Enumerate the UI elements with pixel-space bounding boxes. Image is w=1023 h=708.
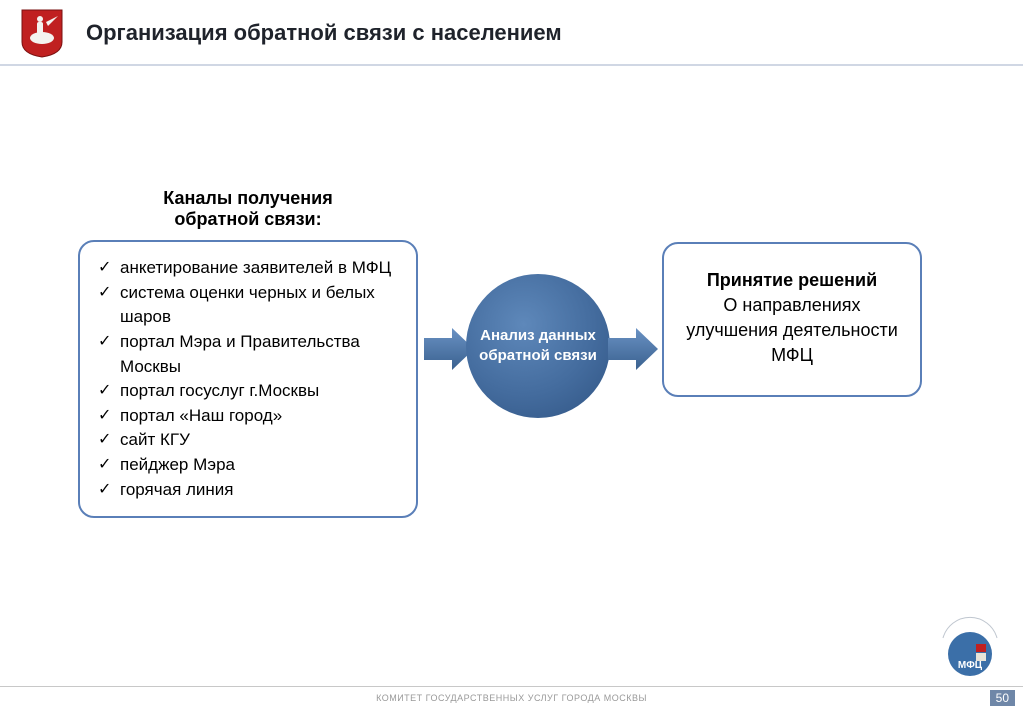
circle-text: Анализ данных обратной связи [476,326,600,367]
page-title: Организация обратной связи с населением [86,20,562,46]
channels-heading: Каналы получения обратной связи: [78,188,418,230]
decision-body: О направлениях улучшения деятельности МФ… [682,293,902,369]
channels-list: анкетирование заявителей в МФЦ система о… [94,256,398,502]
channel-item: анкетирование заявителей в МФЦ [94,256,398,281]
channel-item: пейджер Мэра [94,453,398,478]
header: Организация обратной связи с населением [0,0,1023,66]
channel-item: сайт КГУ [94,428,398,453]
footer-text: КОМИТЕТ ГОСУДАРСТВЕННЫХ УСЛУГ ГОРОДА МОС… [376,693,647,703]
channels-list-container: анкетирование заявителей в МФЦ система о… [78,240,418,518]
channel-item: портал Мэра и Правительства Москвы [94,330,398,379]
arrow-right-icon [606,326,660,372]
channel-item: горячая линия [94,478,398,503]
mfc-logo-icon: МФЦ [937,616,1003,682]
analysis-circle: Анализ данных обратной связи [466,274,610,418]
channels-box: Каналы получения обратной связи: анкетир… [78,188,418,518]
channels-heading-l1: Каналы получения [163,188,332,208]
channel-item: портал «Наш город» [94,404,398,429]
mfc-logo-label: МФЦ [958,660,983,671]
decision-title: Принятие решений [682,270,902,291]
footer: КОМИТЕТ ГОСУДАРСТВЕННЫХ УСЛУГ ГОРОДА МОС… [0,686,1023,708]
decision-box: Принятие решений О направлениях улучшени… [662,242,922,397]
channel-item: система оценки черных и белых шаров [94,281,398,330]
channels-heading-l2: обратной связи: [174,209,321,229]
diagram: Каналы получения обратной связи: анкетир… [0,126,1023,686]
channel-item: портал госуслуг г.Москвы [94,379,398,404]
moscow-emblem-icon [20,8,64,58]
page-number: 50 [990,690,1015,706]
